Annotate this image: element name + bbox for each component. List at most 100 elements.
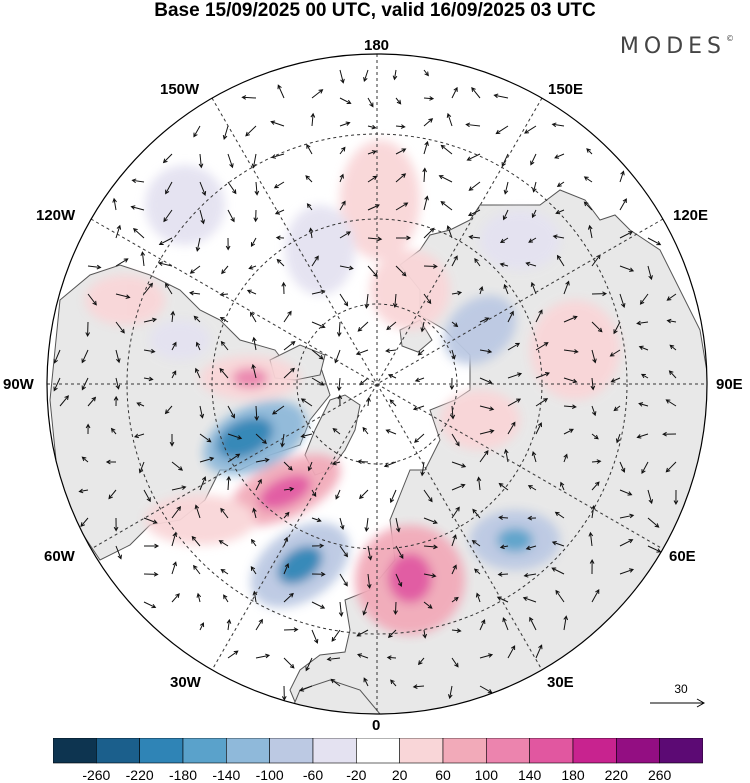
wind-arrow bbox=[300, 433, 313, 439]
wind-arrow bbox=[311, 321, 326, 329]
wind-arrow bbox=[535, 398, 549, 407]
lon-label-120e: 120E bbox=[673, 207, 709, 224]
wind-arrow bbox=[339, 545, 349, 558]
wind-arrow bbox=[283, 461, 293, 471]
wind-arrow bbox=[587, 224, 593, 239]
wind-arrow bbox=[479, 685, 493, 694]
wind-arrow bbox=[387, 629, 397, 638]
wind-arrow bbox=[468, 181, 481, 191]
wind-arrow bbox=[393, 601, 398, 616]
wind-arrow bbox=[193, 564, 201, 575]
colorbar-swatch bbox=[312, 738, 357, 764]
wind-arrow bbox=[423, 227, 435, 239]
wind-arrow bbox=[638, 402, 649, 407]
wind-arrow bbox=[563, 280, 570, 295]
wind-arrow bbox=[535, 644, 543, 659]
wind-arrow bbox=[357, 653, 369, 659]
wind-arrow bbox=[272, 405, 285, 415]
wind-arrow bbox=[133, 433, 145, 439]
wind-arrow bbox=[619, 568, 635, 575]
wind-arrow bbox=[451, 461, 467, 468]
wind-arrow bbox=[535, 422, 542, 435]
wind-arrow bbox=[81, 456, 89, 463]
wind-arrow bbox=[422, 167, 427, 183]
wind-arrow bbox=[218, 540, 229, 547]
wind-arrow bbox=[331, 460, 341, 466]
wind-arrow bbox=[283, 627, 299, 632]
wind-arrow bbox=[640, 373, 649, 379]
wind-arrow bbox=[552, 234, 565, 240]
wind-arrow bbox=[169, 433, 175, 447]
wind-arrow bbox=[281, 281, 287, 295]
wind-arrow bbox=[451, 483, 466, 491]
wind-arrow bbox=[479, 405, 495, 411]
wind-arrow bbox=[171, 485, 187, 491]
wind-arrow bbox=[115, 321, 125, 334]
colorbar-tick-label: 260 bbox=[647, 767, 672, 783]
wind-arrow bbox=[497, 572, 509, 577]
wind-arrow bbox=[465, 122, 481, 128]
wind-arrow bbox=[227, 453, 241, 463]
wind-arrow bbox=[336, 377, 342, 392]
wind-arrow bbox=[189, 290, 201, 296]
wind-arrow bbox=[475, 592, 481, 603]
wind-arrow bbox=[171, 461, 184, 471]
wind-arrow bbox=[306, 143, 313, 155]
wind-arrow bbox=[479, 450, 489, 463]
wind-arrow bbox=[563, 615, 569, 631]
wind-arrow bbox=[591, 291, 608, 297]
wind-arrow bbox=[619, 231, 634, 239]
wind-arrow bbox=[306, 203, 313, 211]
wind-arrow bbox=[665, 461, 677, 473]
wind-arrow bbox=[590, 377, 596, 391]
wind-arrow bbox=[254, 405, 260, 422]
wind-arrow bbox=[395, 545, 404, 560]
wind-arrow bbox=[195, 341, 201, 351]
wind-arrow bbox=[503, 181, 509, 195]
wind-arrow bbox=[474, 568, 481, 575]
map-boundary bbox=[46, 53, 708, 715]
wind-arrow bbox=[140, 251, 146, 267]
colorbar-tick-label: -140 bbox=[212, 767, 241, 783]
colorbar-tick-label: -60 bbox=[302, 767, 324, 783]
wind-arrow bbox=[143, 376, 154, 382]
wind-arrow bbox=[479, 429, 495, 435]
wind-arrow bbox=[171, 593, 180, 603]
wind-arrow bbox=[420, 321, 425, 333]
wind-arrow bbox=[364, 293, 370, 309]
wind-arrow bbox=[162, 153, 173, 164]
colorbar-swatch bbox=[96, 738, 140, 764]
wind-arrow bbox=[471, 540, 481, 547]
africa-edge bbox=[289, 679, 382, 714]
wind-arrow bbox=[255, 653, 271, 659]
wind-arrow bbox=[196, 592, 202, 603]
wind-arrow bbox=[502, 617, 509, 631]
wind-arrow bbox=[451, 86, 458, 99]
wind-arrow bbox=[339, 97, 352, 105]
wind-arrow bbox=[227, 650, 239, 659]
wind-arrow bbox=[583, 176, 593, 183]
wind-arrow bbox=[226, 475, 232, 491]
colorbar-tick-label: 100 bbox=[474, 767, 499, 783]
wind-arrow bbox=[555, 209, 565, 215]
wind-arrow bbox=[250, 311, 257, 323]
lon-label-60e: 60E bbox=[669, 548, 696, 565]
wind-arrow bbox=[673, 489, 679, 506]
anomaly-field bbox=[85, 140, 620, 635]
wind-arrow bbox=[250, 237, 257, 248]
lon-label-150e: 150E bbox=[548, 81, 584, 98]
wind-arrow bbox=[367, 545, 373, 561]
wind-arrow bbox=[199, 181, 207, 196]
wind-arrow bbox=[641, 461, 649, 475]
wind-arrow bbox=[241, 95, 257, 100]
wind-arrow bbox=[530, 153, 537, 166]
wind-arrow bbox=[113, 517, 119, 532]
colorbar-swatch bbox=[356, 738, 400, 764]
wind-arrow bbox=[194, 367, 201, 379]
wind-arrow bbox=[307, 461, 313, 472]
wind-arrow bbox=[472, 508, 481, 519]
wind-arrow bbox=[529, 616, 537, 631]
wind-arrow bbox=[255, 618, 263, 631]
lon-label-60w: 60W bbox=[44, 548, 75, 565]
wind-arrow bbox=[412, 684, 425, 689]
